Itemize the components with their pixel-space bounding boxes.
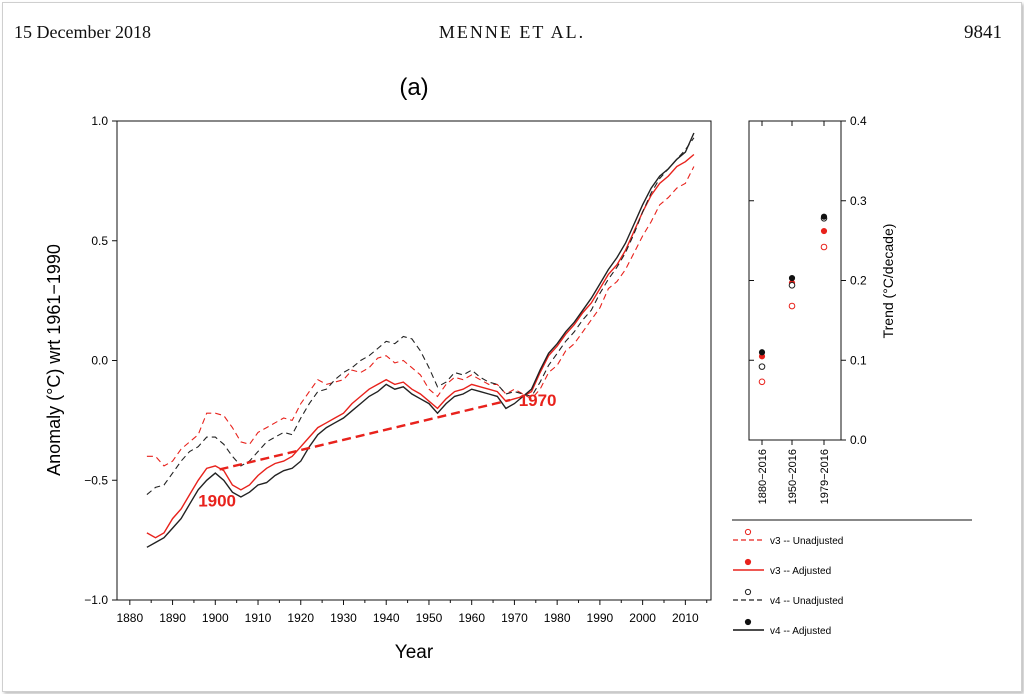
trend-point-v4-adjusted bbox=[758, 349, 766, 356]
y-tick-label: −1.0 bbox=[84, 593, 108, 607]
x-tick-label: 1980 bbox=[544, 611, 571, 625]
legend-marker bbox=[744, 558, 752, 566]
trend-y-tick-label: 0.3 bbox=[850, 194, 867, 208]
legend: v3 -- Unadjusted v3 -- Adjusted v4 -- Unad… bbox=[733, 528, 843, 637]
y-tick-label: 1.0 bbox=[91, 114, 108, 128]
trend-point-v4-adjusted bbox=[788, 275, 796, 282]
trend-y-tick-label: 0.4 bbox=[850, 114, 867, 128]
x-tick-label: 1900 bbox=[202, 611, 229, 625]
y-tick-label: 0.0 bbox=[91, 354, 108, 368]
x-tick-label: 1940 bbox=[373, 611, 400, 625]
legend-label: v4 -- Unadjusted bbox=[770, 596, 843, 607]
legend-label: v3 -- Unadjusted bbox=[770, 536, 843, 547]
year-annotation-1970: 1970 bbox=[519, 391, 557, 410]
header-date: 15 December 2018 bbox=[14, 22, 151, 42]
x-tick-label: 1910 bbox=[245, 611, 272, 625]
trend-chart: Trend (°C/decade) 0.0 0.1 0.2 0.3 0.4 1880−20… bbox=[748, 114, 896, 504]
trend-point-v3-unadjusted bbox=[758, 378, 766, 386]
y-tick-label: 0.5 bbox=[91, 234, 108, 248]
trend-plot-area bbox=[748, 120, 842, 441]
x-axis-label: Year bbox=[395, 642, 434, 663]
trend-point-v4-unadjusted bbox=[788, 281, 796, 289]
trend-point-v3-unadjusted bbox=[820, 243, 828, 251]
main-plot-area bbox=[116, 120, 712, 601]
x-tick-label: 2010 bbox=[672, 611, 699, 625]
x-tick-label: 1920 bbox=[287, 611, 314, 625]
trend-y-tick-label: 0.0 bbox=[850, 433, 867, 447]
trend-category-label: 1979−2016 bbox=[819, 449, 831, 504]
trend-category-label: 1880−2016 bbox=[757, 449, 769, 504]
trend-y-axis-label: Trend (°C/decade) bbox=[880, 224, 896, 339]
x-tick-label: 1890 bbox=[159, 611, 186, 625]
series-line-v4-unadjusted bbox=[146, 137, 695, 496]
trend-y-tick-label: 0.1 bbox=[850, 353, 867, 367]
trend-point-v3-unadjusted bbox=[788, 302, 796, 310]
trend-point-v4-adjusted bbox=[820, 213, 828, 220]
main-series bbox=[146, 132, 695, 548]
x-tick-label: 1970 bbox=[501, 611, 528, 625]
series-line-v3-adjusted bbox=[146, 153, 695, 539]
x-tick-label: 1990 bbox=[587, 611, 614, 625]
x-tick-label: 1930 bbox=[330, 611, 357, 625]
trend-point-v3-adjusted bbox=[820, 227, 828, 235]
main-ticks: 1880 1890 1900 1910 1920 1930 1940 1950 1960 1970… bbox=[84, 114, 708, 625]
main-chart: (a) Year Anomaly (°C) wrt 1961−1990 1880… bbox=[44, 74, 712, 663]
main-annotations: 1900 1970 bbox=[198, 391, 556, 511]
legend-marker bbox=[744, 618, 752, 626]
y-axis-label: Anomaly (°C) wrt 1961−1990 bbox=[44, 244, 64, 476]
year-annotation-1900: 1900 bbox=[198, 492, 236, 511]
trend-category-label: 1950−2016 bbox=[787, 449, 799, 504]
x-tick-label: 1960 bbox=[458, 611, 485, 625]
x-tick-label: 1880 bbox=[116, 611, 143, 625]
trend-point-v4-unadjusted bbox=[758, 363, 766, 370]
series-line-v3-unadjusted bbox=[146, 166, 695, 467]
trend-points bbox=[758, 213, 828, 386]
trend-ticks: 0.0 0.1 0.2 0.3 0.4 1880−2016 1950−2016 1979−20… bbox=[749, 114, 867, 504]
legend-label: v3 -- Adjusted bbox=[770, 566, 831, 577]
x-tick-label: 1950 bbox=[416, 611, 443, 625]
legend-label: v4 -- Adjusted bbox=[770, 626, 831, 637]
trend-y-tick-label: 0.2 bbox=[850, 274, 867, 288]
main-chart-title: (a) bbox=[399, 74, 428, 101]
header-page-number: 9841 bbox=[964, 22, 1002, 43]
y-tick-label: −0.5 bbox=[84, 473, 108, 487]
x-tick-label: 2000 bbox=[629, 611, 656, 625]
legend-marker bbox=[744, 528, 752, 536]
trend-segment-annotation bbox=[219, 398, 511, 471]
series-line-v4-adjusted bbox=[146, 132, 695, 548]
legend-marker bbox=[744, 588, 752, 596]
